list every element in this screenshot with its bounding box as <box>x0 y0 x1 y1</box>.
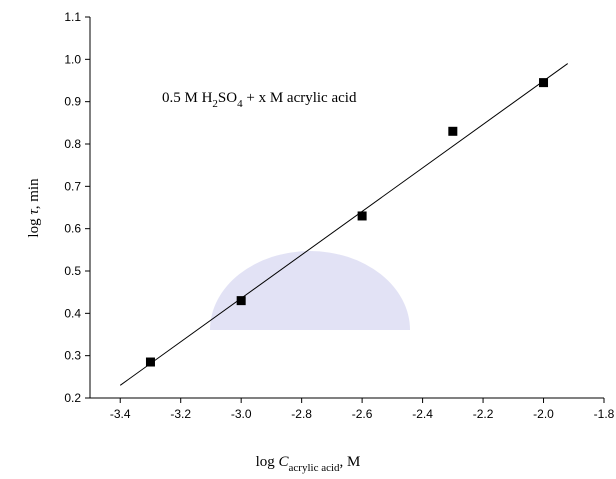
y-tick-label: 0.4 <box>64 306 81 320</box>
x-tick-label: -3.2 <box>170 407 191 421</box>
y-tick-label: 0.5 <box>64 264 81 278</box>
label-part: 4 <box>237 98 243 110</box>
y-tick-label: 0.2 <box>64 391 81 405</box>
point <box>539 78 549 88</box>
x-tick-label: -2.4 <box>412 407 433 421</box>
point <box>448 126 458 136</box>
label-part: 0.5 M H <box>162 90 213 106</box>
label-part: , min <box>26 178 42 209</box>
label-part: SO <box>218 90 237 106</box>
fit-line <box>119 63 569 386</box>
annotation: 0.5 M H2SO4 + x M acrylic acid <box>162 90 357 110</box>
label-part: , M <box>340 454 361 470</box>
x-tick-label: -2.0 <box>533 407 554 421</box>
point <box>145 357 155 367</box>
y-tick-label: 0.7 <box>64 179 81 193</box>
x-tick-label: -2.8 <box>291 407 312 421</box>
x-tick-label: -2.2 <box>473 407 494 421</box>
watermark-dome <box>210 251 410 330</box>
label-part: 2 <box>212 98 218 110</box>
watermark <box>210 251 410 330</box>
x-tick-label: -1.8 <box>594 407 615 421</box>
x-tick-label: -3.0 <box>231 407 252 421</box>
x-axis-label: log Cacrylic acid, M <box>256 454 361 474</box>
y-axis-label: log τ, min <box>26 178 42 238</box>
y-tick-label: 0.6 <box>64 222 81 236</box>
x-tick-label: -3.4 <box>110 407 131 421</box>
x-tick-label: -2.6 <box>352 407 373 421</box>
label-part: C <box>279 454 290 470</box>
point <box>236 296 246 306</box>
label-part: τ <box>26 209 42 215</box>
y-tick-label: 1.0 <box>64 52 81 66</box>
label-part: + x M acrylic acid <box>243 90 357 106</box>
point <box>357 211 367 221</box>
y-tick-label: 0.3 <box>64 349 81 363</box>
label-part: acrylic acid <box>289 462 340 474</box>
y-tick-label: 0.8 <box>64 137 81 151</box>
label-part: log <box>26 215 42 238</box>
y-tick-label: 0.9 <box>64 95 81 109</box>
label-part: log <box>256 454 279 470</box>
y-tick-label: 1.1 <box>64 10 81 24</box>
